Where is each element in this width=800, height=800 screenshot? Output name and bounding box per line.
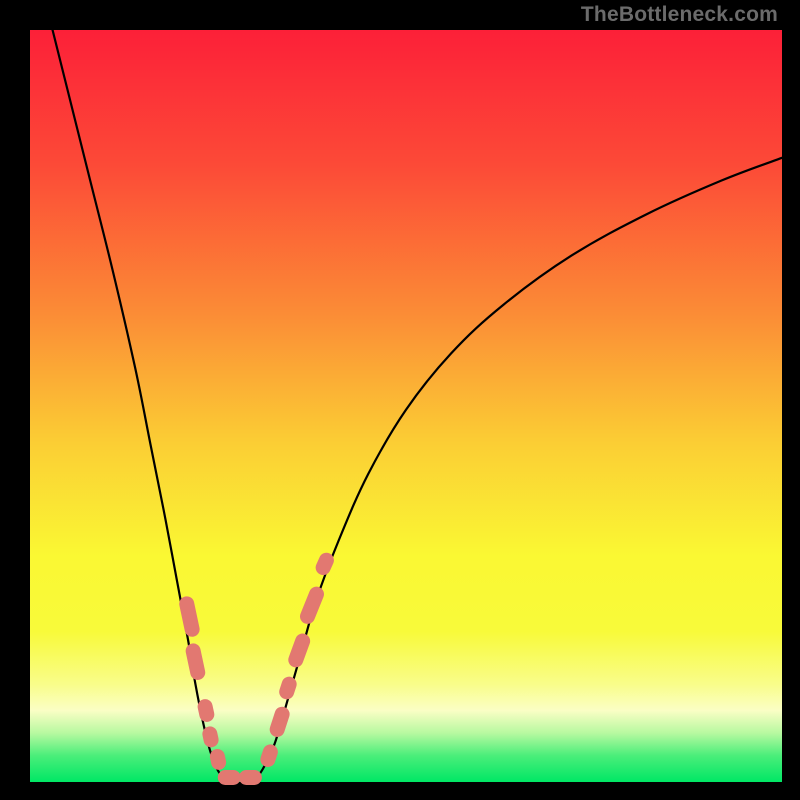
marker-6 [239,770,261,784]
bottleneck-chart [0,0,800,800]
marker-5 [218,770,240,784]
watermark-text: TheBottleneck.com [581,3,778,27]
chart-frame: TheBottleneck.com [0,0,800,800]
